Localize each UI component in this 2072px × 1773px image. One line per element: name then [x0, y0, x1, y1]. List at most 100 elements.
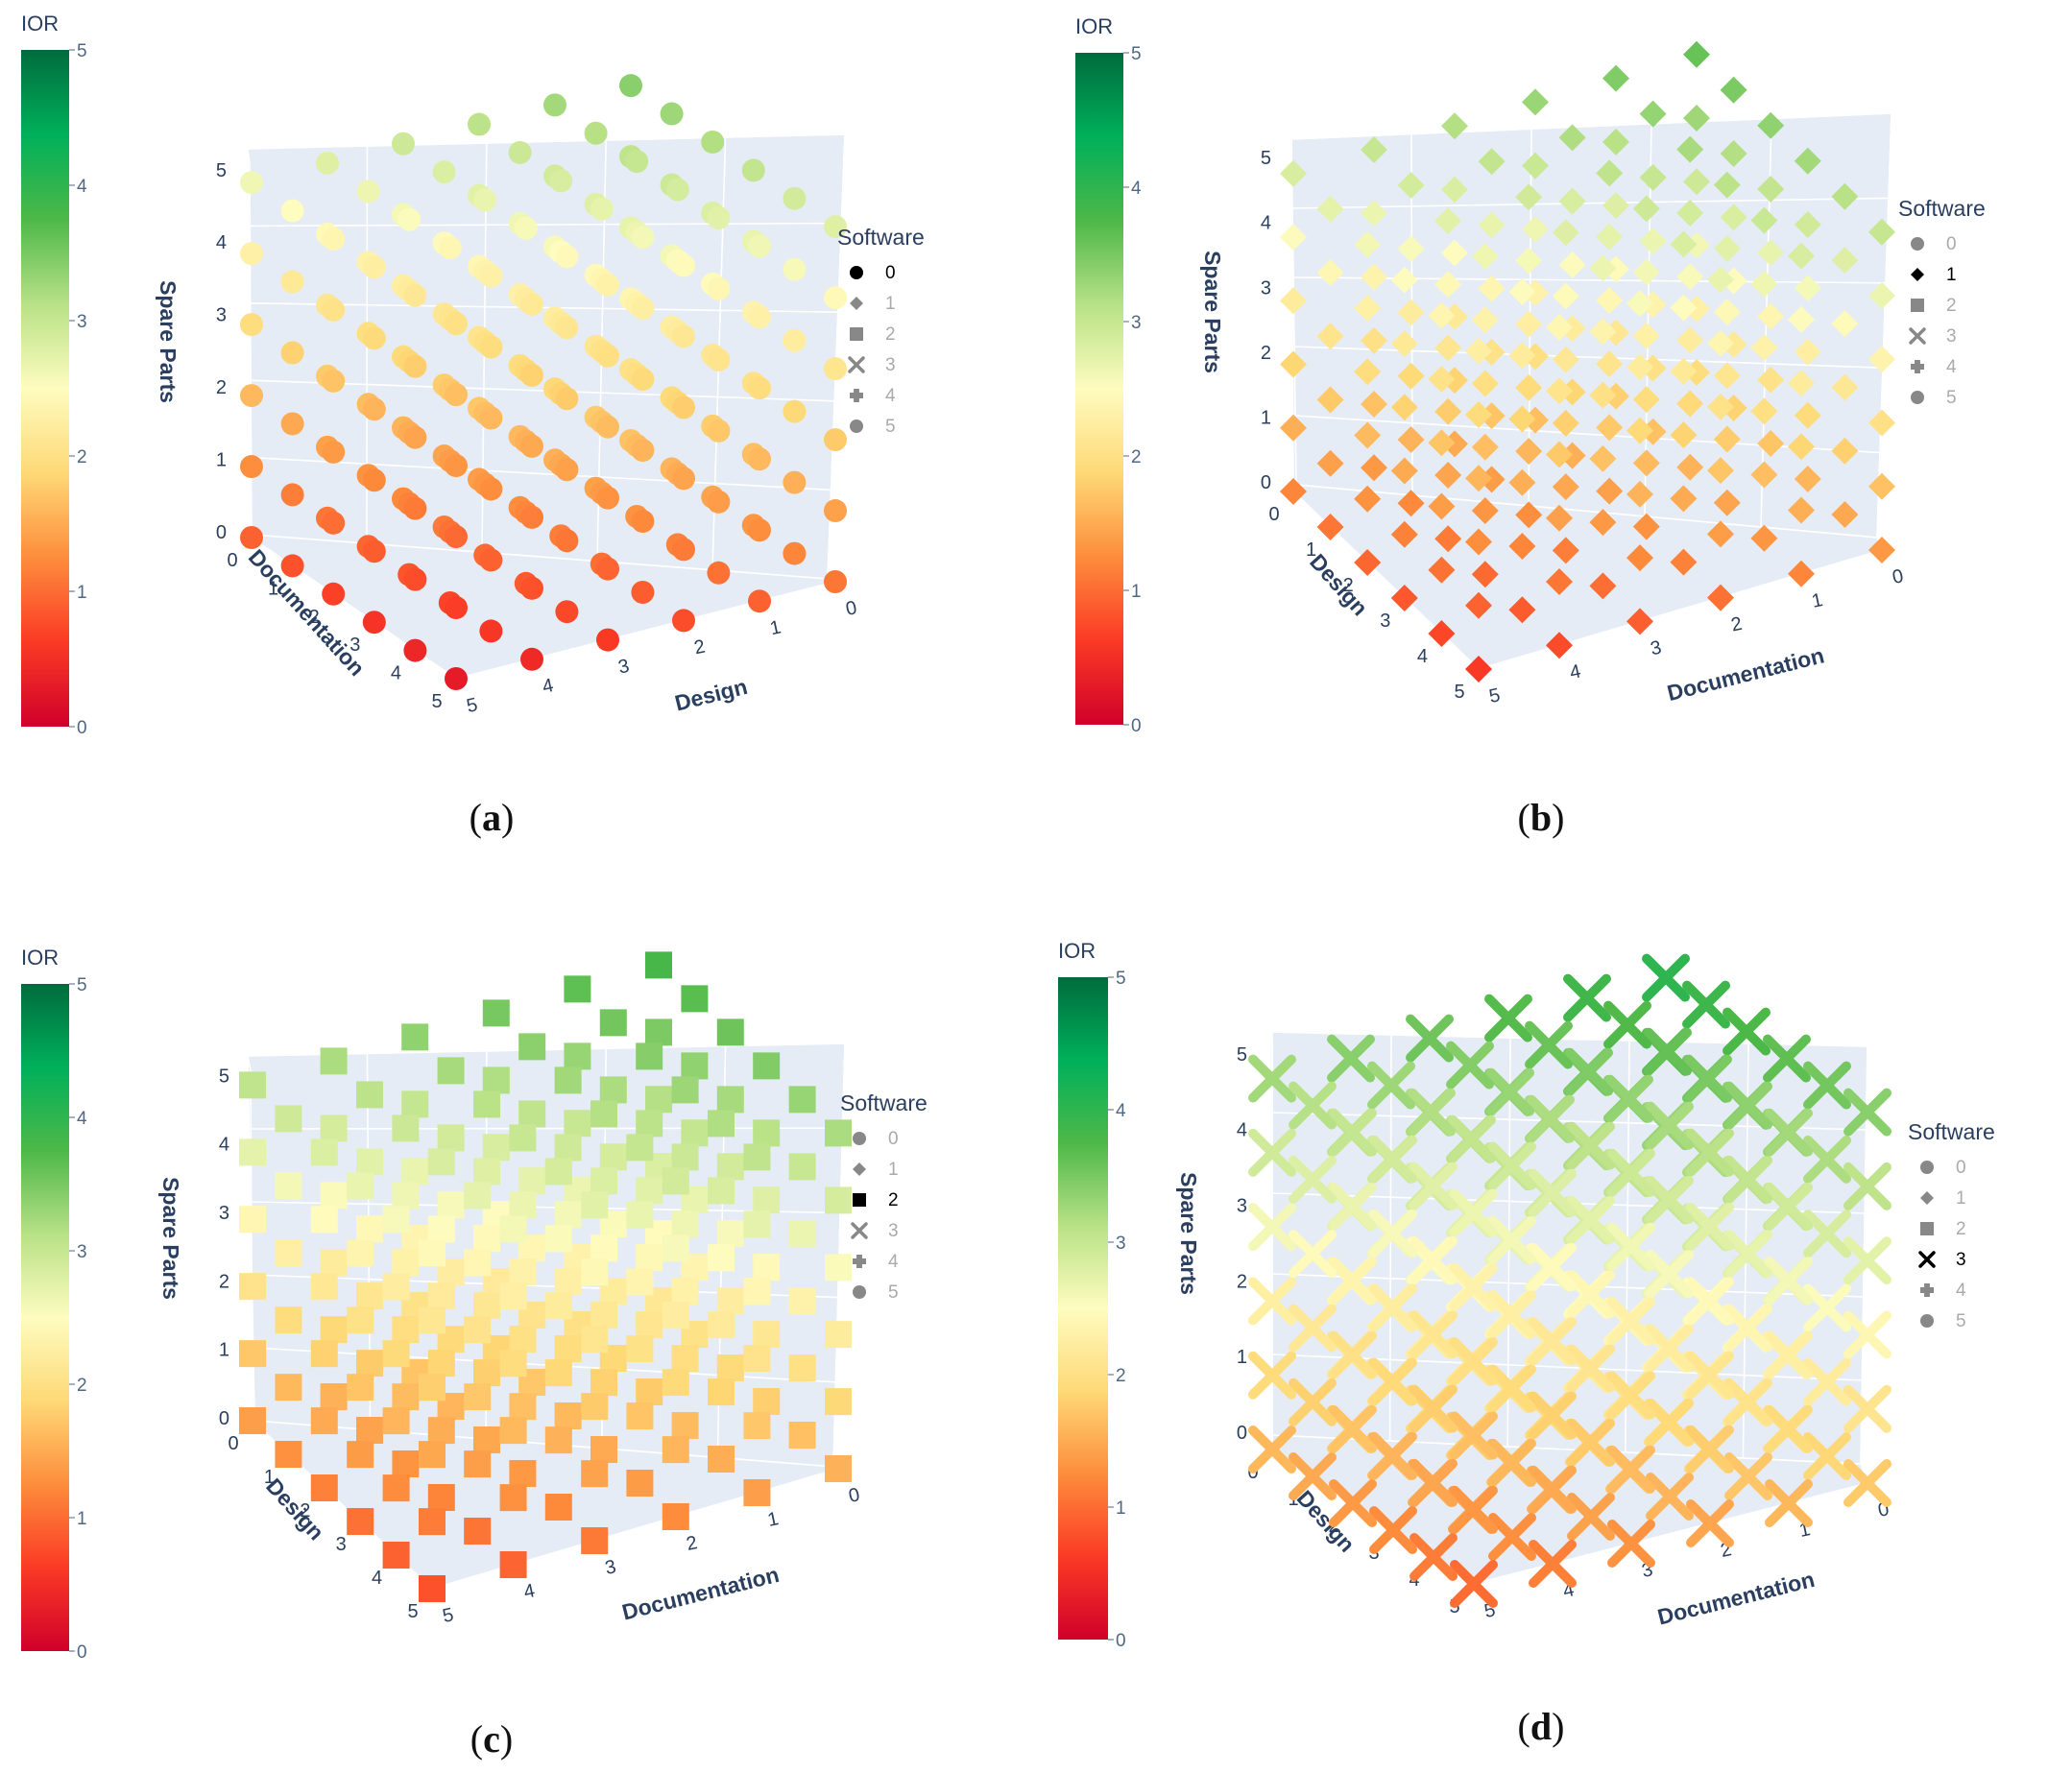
- data-point: [1713, 234, 1741, 262]
- data-point: [1868, 409, 1895, 437]
- legend-item-0[interactable]: 0: [850, 263, 896, 283]
- data-point: [1707, 520, 1734, 548]
- data-point: [554, 1268, 582, 1296]
- data-point: [824, 428, 847, 452]
- data-point: [1471, 561, 1499, 588]
- data-point: [1589, 381, 1617, 409]
- data-point: [1316, 323, 1344, 350]
- grid-line: [248, 222, 842, 228]
- data-point: [1546, 632, 1573, 659]
- data-point: [1428, 556, 1456, 584]
- data-point: [392, 1316, 420, 1344]
- data-point: [1248, 1277, 1296, 1326]
- data-point: [824, 570, 847, 593]
- x-stroke: [1446, 1041, 1494, 1090]
- legend-item-2[interactable]: 2: [1911, 296, 1957, 316]
- data-point: [1484, 994, 1532, 1042]
- legend-item-3[interactable]: 3: [848, 355, 896, 375]
- data-point: [1248, 1054, 1296, 1103]
- data-point: [518, 1167, 546, 1195]
- legend-item-3[interactable]: 3: [851, 1221, 899, 1241]
- data-point: [1450, 1337, 1498, 1386]
- legend-marker-icon: [1918, 1251, 1936, 1268]
- data-point: [310, 1407, 338, 1435]
- data-point: [1408, 1088, 1456, 1137]
- data-point: [1563, 973, 1611, 1022]
- legend-item-2[interactable]: 2: [850, 324, 896, 345]
- legend-item-3[interactable]: 3: [1918, 1250, 1966, 1270]
- legend-item-2[interactable]: 2: [853, 1190, 899, 1210]
- data-point: [1646, 1175, 1694, 1224]
- legend-item-1[interactable]: 1: [853, 1160, 899, 1180]
- data-point: [520, 647, 543, 671]
- z-tick-label: 5: [1261, 148, 1271, 169]
- legend-item-1[interactable]: 1: [1911, 265, 1957, 285]
- colorbar-tick-label: 3: [77, 1242, 87, 1262]
- legend-item-3[interactable]: 3: [1909, 326, 1957, 347]
- z-tick-label: 1: [216, 450, 227, 471]
- colorbar-tick-label: 4: [77, 177, 87, 197]
- data-point: [1289, 1378, 1337, 1426]
- data-point: [1589, 444, 1617, 472]
- legend-item-4[interactable]: 4: [853, 1252, 899, 1272]
- legend-item-0[interactable]: 0: [1911, 234, 1957, 254]
- colorbar-title: IOR: [1075, 14, 1113, 38]
- legend-item-4[interactable]: 4: [850, 386, 896, 406]
- data-point: [1686, 1351, 1734, 1400]
- data-point: [753, 1186, 781, 1214]
- data-point: [499, 1282, 527, 1310]
- legend-item-0[interactable]: 0: [853, 1129, 899, 1149]
- x-tick-label: 2: [685, 1532, 699, 1555]
- legend-item-5[interactable]: 5: [853, 1282, 899, 1303]
- z-tick-label: 4: [219, 1135, 229, 1156]
- data-point: [1670, 485, 1698, 513]
- data-point: [464, 1450, 492, 1478]
- legend-marker-icon: [853, 1193, 866, 1207]
- legend-item-2[interactable]: 2: [1920, 1219, 1966, 1239]
- data-point: [581, 1326, 609, 1354]
- data-point: [1316, 386, 1344, 414]
- x-stroke: [1646, 1473, 1694, 1521]
- data-point: [1367, 1061, 1415, 1110]
- colorbar-tick-label: 0: [77, 1642, 87, 1663]
- data-point: [672, 467, 695, 491]
- data-point: [662, 1167, 689, 1195]
- colorbar-tick-label: 2: [77, 447, 87, 467]
- grid-line: [249, 1127, 843, 1130]
- legend-item-4[interactable]: 4: [1911, 357, 1957, 377]
- legend-item-1[interactable]: 1: [850, 294, 896, 314]
- data-point: [1724, 1304, 1772, 1353]
- data-point: [636, 1244, 663, 1272]
- data-point: [1607, 1148, 1655, 1197]
- legend-item-5[interactable]: 5: [850, 417, 896, 437]
- data-point: [1446, 1041, 1494, 1090]
- x-stroke: [1248, 1203, 1296, 1252]
- grid-line: [249, 302, 838, 313]
- data-point: [239, 1273, 266, 1301]
- legend-item-0[interactable]: 0: [1920, 1158, 1966, 1178]
- data-point: [1529, 1465, 1577, 1514]
- legend-item-1[interactable]: 1: [1920, 1188, 1966, 1209]
- data-point: [1441, 239, 1468, 267]
- legend-item-5[interactable]: 5: [1920, 1311, 1966, 1331]
- x-stroke: [1488, 1141, 1536, 1190]
- x-stroke: [1329, 1257, 1377, 1306]
- data-point: [662, 1503, 689, 1530]
- data-point: [275, 1105, 302, 1133]
- data-point: [280, 270, 304, 294]
- data-point: [1316, 195, 1344, 223]
- data-point: [356, 1081, 383, 1109]
- data-point: [554, 1134, 582, 1162]
- data-point: [382, 1273, 410, 1301]
- data-point: [1750, 270, 1778, 298]
- legend-item-label: 1: [885, 294, 896, 314]
- legend-item-label: 0: [888, 1129, 899, 1149]
- x-stroke: [1567, 1344, 1615, 1393]
- data-point: [1478, 211, 1506, 239]
- data-point: [671, 1076, 699, 1104]
- legend-item-4[interactable]: 4: [1920, 1281, 1966, 1301]
- data-point: [1626, 480, 1653, 508]
- data-point: [1596, 414, 1624, 442]
- legend-item-5[interactable]: 5: [1911, 388, 1957, 408]
- data-point: [824, 215, 847, 239]
